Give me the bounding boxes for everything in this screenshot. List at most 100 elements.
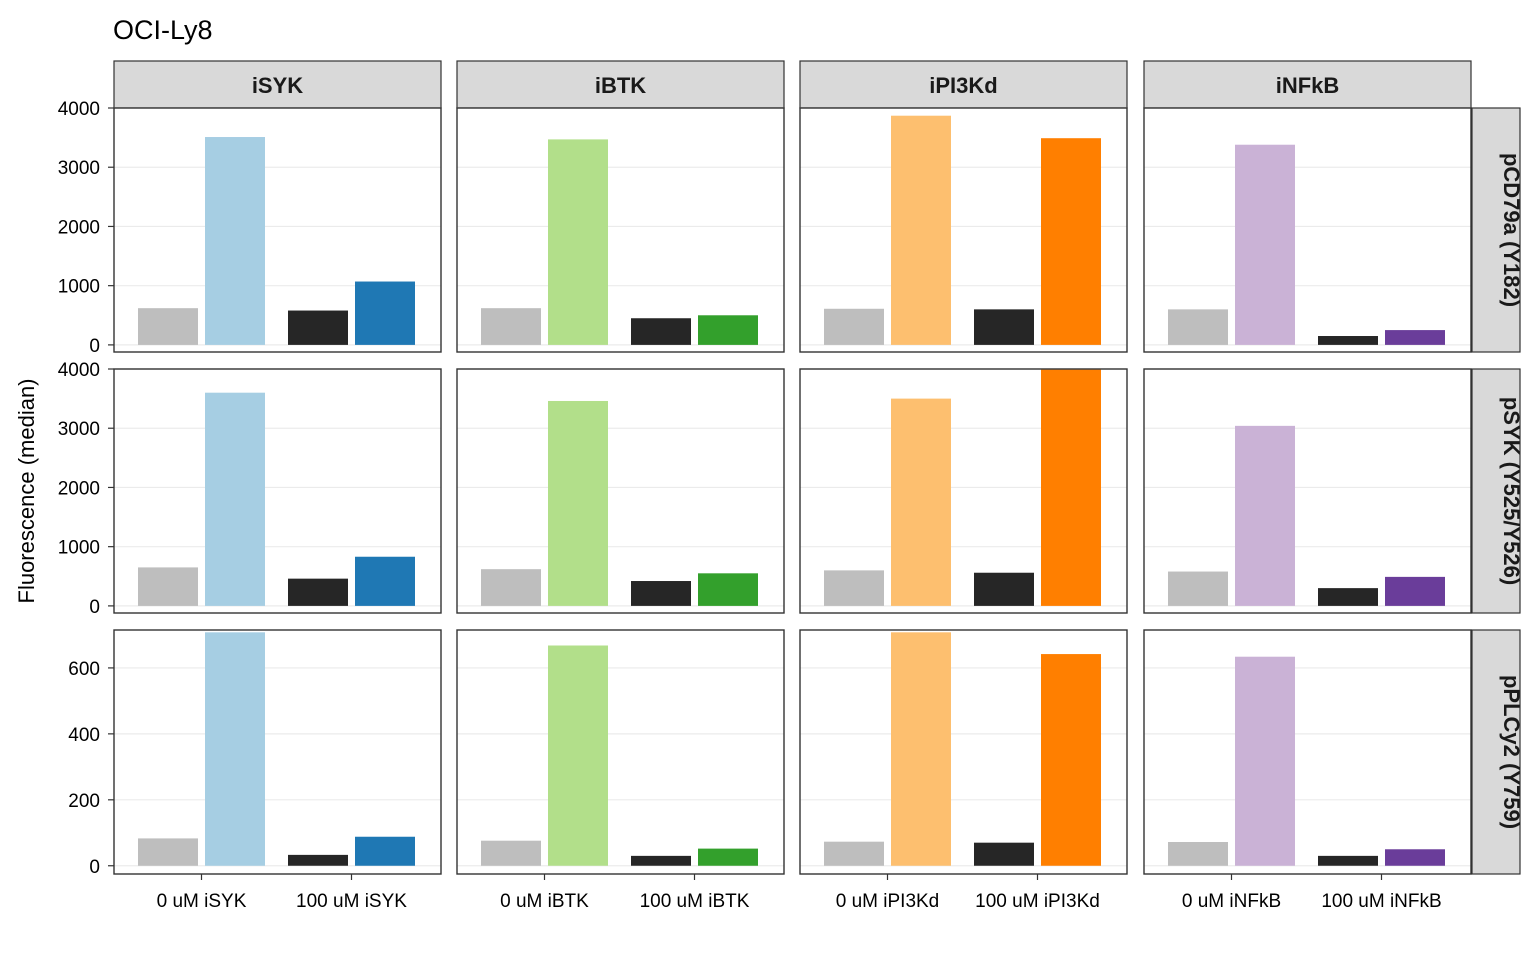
bar: [824, 308, 884, 345]
bar: [288, 578, 348, 606]
bar: [138, 838, 198, 866]
bar: [1168, 571, 1228, 606]
bar: [1318, 855, 1378, 866]
bar: [1318, 336, 1378, 345]
bar: [1041, 369, 1101, 606]
bar: [1385, 330, 1445, 345]
bar: [1385, 849, 1445, 866]
y-tick-label: 4000: [58, 360, 100, 381]
y-tick-label: 0: [89, 857, 100, 878]
facet-strip-column: [799, 60, 1128, 109]
facet-strip-label: pCD79a (Y182): [1499, 153, 1524, 307]
y-tick-label: 2000: [58, 217, 100, 238]
bar: [891, 115, 951, 345]
x-tick-label: 100 uM iBTK: [640, 891, 750, 912]
panel-background: [457, 630, 784, 874]
chart-title: OCI-Ly8: [113, 15, 213, 45]
bar: [355, 281, 415, 345]
facet-strip-column: [456, 60, 785, 109]
facet-strip-column: [113, 60, 442, 109]
facet-strip-row: [1471, 629, 1521, 875]
y-tick-label: 1000: [58, 277, 100, 298]
y-axis-title: Fluorescence (median): [14, 379, 39, 604]
facet-strip-label: pPLCy2 (Y759): [1499, 675, 1524, 829]
panel-border: [456, 629, 785, 875]
bar: [1041, 138, 1101, 345]
bar: [481, 569, 541, 606]
bar: [1235, 144, 1295, 345]
y-tick-label: 4000: [58, 99, 100, 120]
facet-strip-label: pSYK (Y525/Y526): [1499, 397, 1524, 585]
x-tick-label: 0 uM iPI3Kd: [836, 891, 940, 912]
x-tick-label: 100 uM iNFkB: [1321, 891, 1441, 912]
facet-strip-column: [1143, 60, 1472, 109]
bar: [1168, 309, 1228, 345]
bar: [698, 573, 758, 606]
bar: [481, 840, 541, 866]
bar: [205, 137, 265, 345]
y-tick-label: 600: [68, 659, 100, 680]
bar: [355, 836, 415, 866]
y-tick-label: 3000: [58, 158, 100, 179]
bar: [1235, 656, 1295, 866]
y-tick-label: 1000: [58, 538, 100, 559]
bar: [288, 310, 348, 345]
panel-border: [799, 368, 1128, 614]
panel-border: [456, 107, 785, 353]
bar: [824, 841, 884, 866]
bar: [548, 139, 608, 345]
bar: [631, 581, 691, 606]
facet-strip-label: iNFkB: [1276, 73, 1340, 98]
bar: [548, 400, 608, 606]
bar: [1168, 842, 1228, 866]
bar: [1318, 588, 1378, 606]
panel-border: [113, 107, 442, 353]
plot-area: iSYK iBTK iPI3Kd iNFkB pCD79a (Y182) pSYK (Y5…: [58, 60, 1524, 912]
bar: [974, 572, 1034, 606]
bar: [974, 309, 1034, 345]
facet-strip-label: iSYK: [252, 73, 303, 98]
y-tick-label: 400: [68, 725, 100, 746]
x-tick-label: 0 uM iNFkB: [1182, 891, 1281, 912]
x-tick-label: 0 uM iSYK: [157, 891, 247, 912]
bar: [1385, 576, 1445, 606]
bar: [205, 392, 265, 606]
x-tick-label: 100 uM iPI3Kd: [975, 891, 1100, 912]
x-tick-label: 100 uM iSYK: [296, 891, 407, 912]
panel-border: [1143, 629, 1472, 875]
bar: [891, 632, 951, 866]
panel-border: [799, 629, 1128, 875]
y-tick-label: 0: [89, 336, 100, 357]
bar: [1235, 425, 1295, 606]
bar: [288, 854, 348, 866]
facet-strip-label: iPI3Kd: [929, 73, 997, 98]
x-tick-label: 0 uM iBTK: [500, 891, 589, 912]
bar: [205, 632, 265, 866]
y-tick-label: 200: [68, 791, 100, 812]
bar: [631, 855, 691, 866]
y-tick-label: 2000: [58, 478, 100, 499]
panel-border: [1143, 368, 1472, 614]
y-tick-label: 3000: [58, 419, 100, 440]
bar: [824, 570, 884, 606]
y-tick-label: 0: [89, 597, 100, 618]
bar: [698, 315, 758, 345]
bar: [1041, 654, 1101, 866]
panel-border: [456, 368, 785, 614]
panel-border: [113, 368, 442, 614]
panel-background: [114, 630, 441, 874]
bar: [631, 318, 691, 345]
panel-border: [113, 629, 442, 875]
bar: [974, 842, 1034, 866]
bar: [138, 308, 198, 345]
bar: [138, 567, 198, 606]
bar: [891, 398, 951, 606]
bar: [355, 556, 415, 606]
panel-border: [799, 107, 1128, 353]
facet-strip-row: [1471, 368, 1521, 614]
facet-strip-label: iBTK: [595, 73, 646, 98]
panel-border: [1143, 107, 1472, 353]
bar: [481, 308, 541, 345]
facet-strip-row: [1471, 107, 1521, 353]
